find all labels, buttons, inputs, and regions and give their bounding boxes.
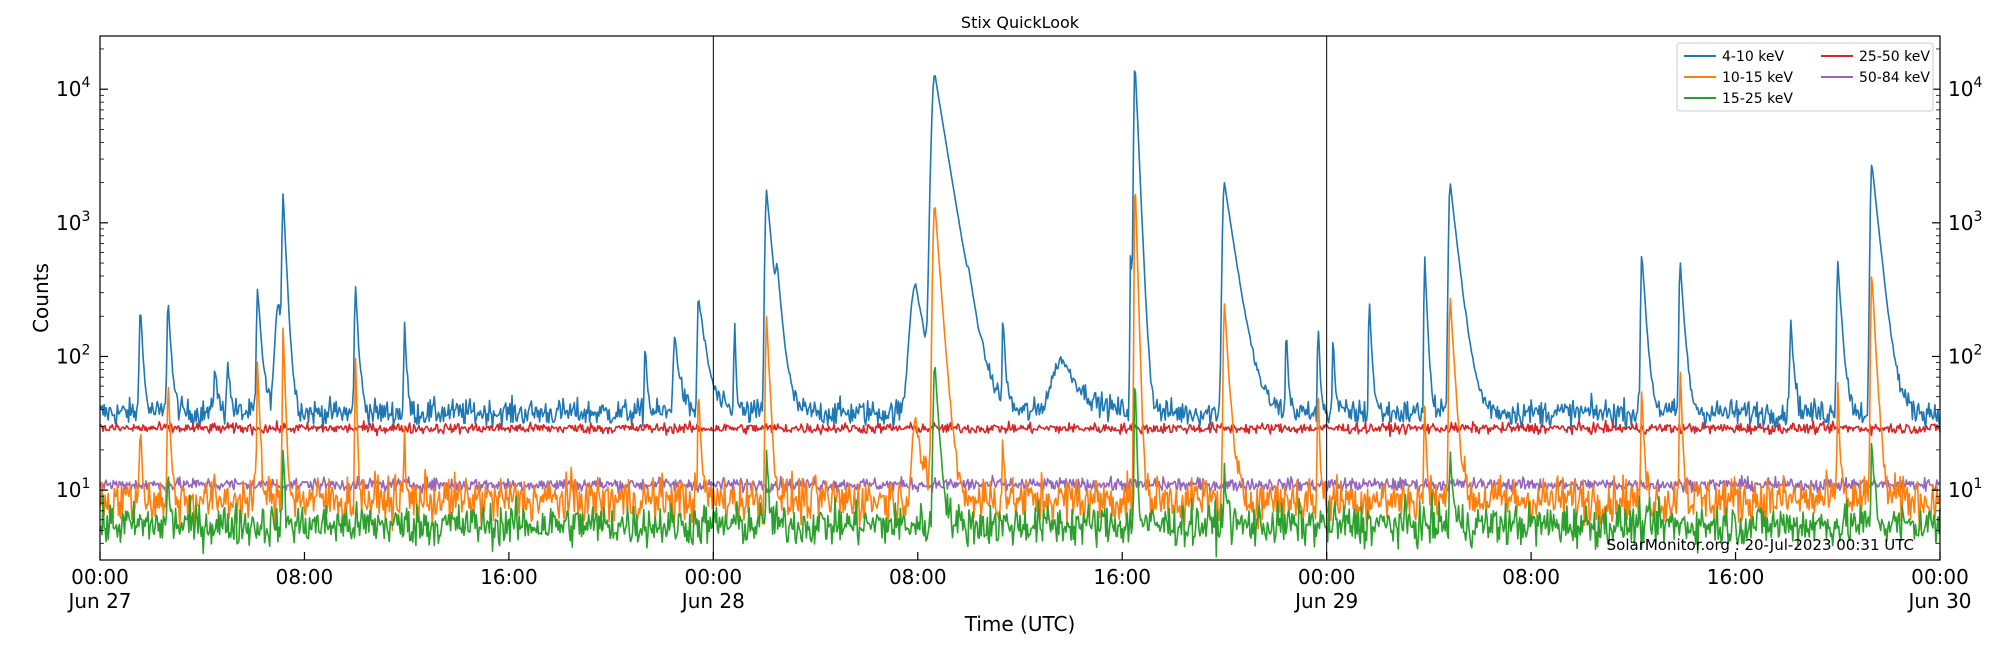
x-axis-label: Time (UTC) [964,612,1076,636]
legend-label: 25-50 keV [1859,49,1930,65]
series-line-10-15-keV [99,193,1941,532]
plot-frame [99,35,1941,561]
series-layer [99,70,1941,558]
y-tick-label: 103 [1948,209,1982,235]
x-tick-label: 00:00 [1298,565,1356,589]
y-tick-label: 104 [1948,75,1982,101]
y-tick-label: 102 [56,342,90,368]
x-tick-label: Jun 28 [680,589,745,613]
y-tick-label: 102 [1948,342,1982,368]
y-tick-label: 101 [1948,476,1982,502]
y-axis-ticks: 101 101 102 102 103 103 104 104 [56,48,1982,561]
y-tick-label: 103 [56,209,90,235]
source-annotation: SolarMonitor.org : 20-Jul-2023 00:31 UTC [1607,536,1914,554]
y-axis-label: Counts [29,263,53,333]
series-line-25-50-keV [99,419,1941,438]
legend-frame [1676,42,1934,112]
legend: 4-10 keV 10-15 keV 15-25 keV 25-50 keV 50-84… [1676,42,1934,112]
x-tick-label: 16:00 [1093,565,1151,589]
series-line-15-25-keV [99,366,1941,558]
y-tick-label: 104 [56,75,90,101]
x-tick-label: 08:00 [276,565,334,589]
x-tick-label: Jun 27 [66,589,131,613]
legend-label: 50-84 keV [1859,70,1930,86]
x-tick-label: 16:00 [480,565,538,589]
x-tick-label: Jun 29 [1293,589,1358,613]
legend-label: 10-15 keV [1722,70,1793,86]
legend-label: 15-25 keV [1722,91,1793,107]
legend-label: 4-10 keV [1722,49,1784,65]
x-tick-label: 16:00 [1707,565,1765,589]
x-tick-label: 00:00 [1911,565,1969,589]
day-separators [712,36,1328,560]
x-tick-label: 00:00 [685,565,743,589]
series-line-4-10-keV [99,70,1941,431]
x-tick-label: Jun 30 [1906,589,1971,613]
y-tick-label: 101 [56,476,90,502]
chart-title: Stix QuickLook [961,13,1080,32]
x-tick-label: 08:00 [889,565,947,589]
x-tick-label: 08:00 [1502,565,1560,589]
x-tick-label: 00:00 [71,565,129,589]
